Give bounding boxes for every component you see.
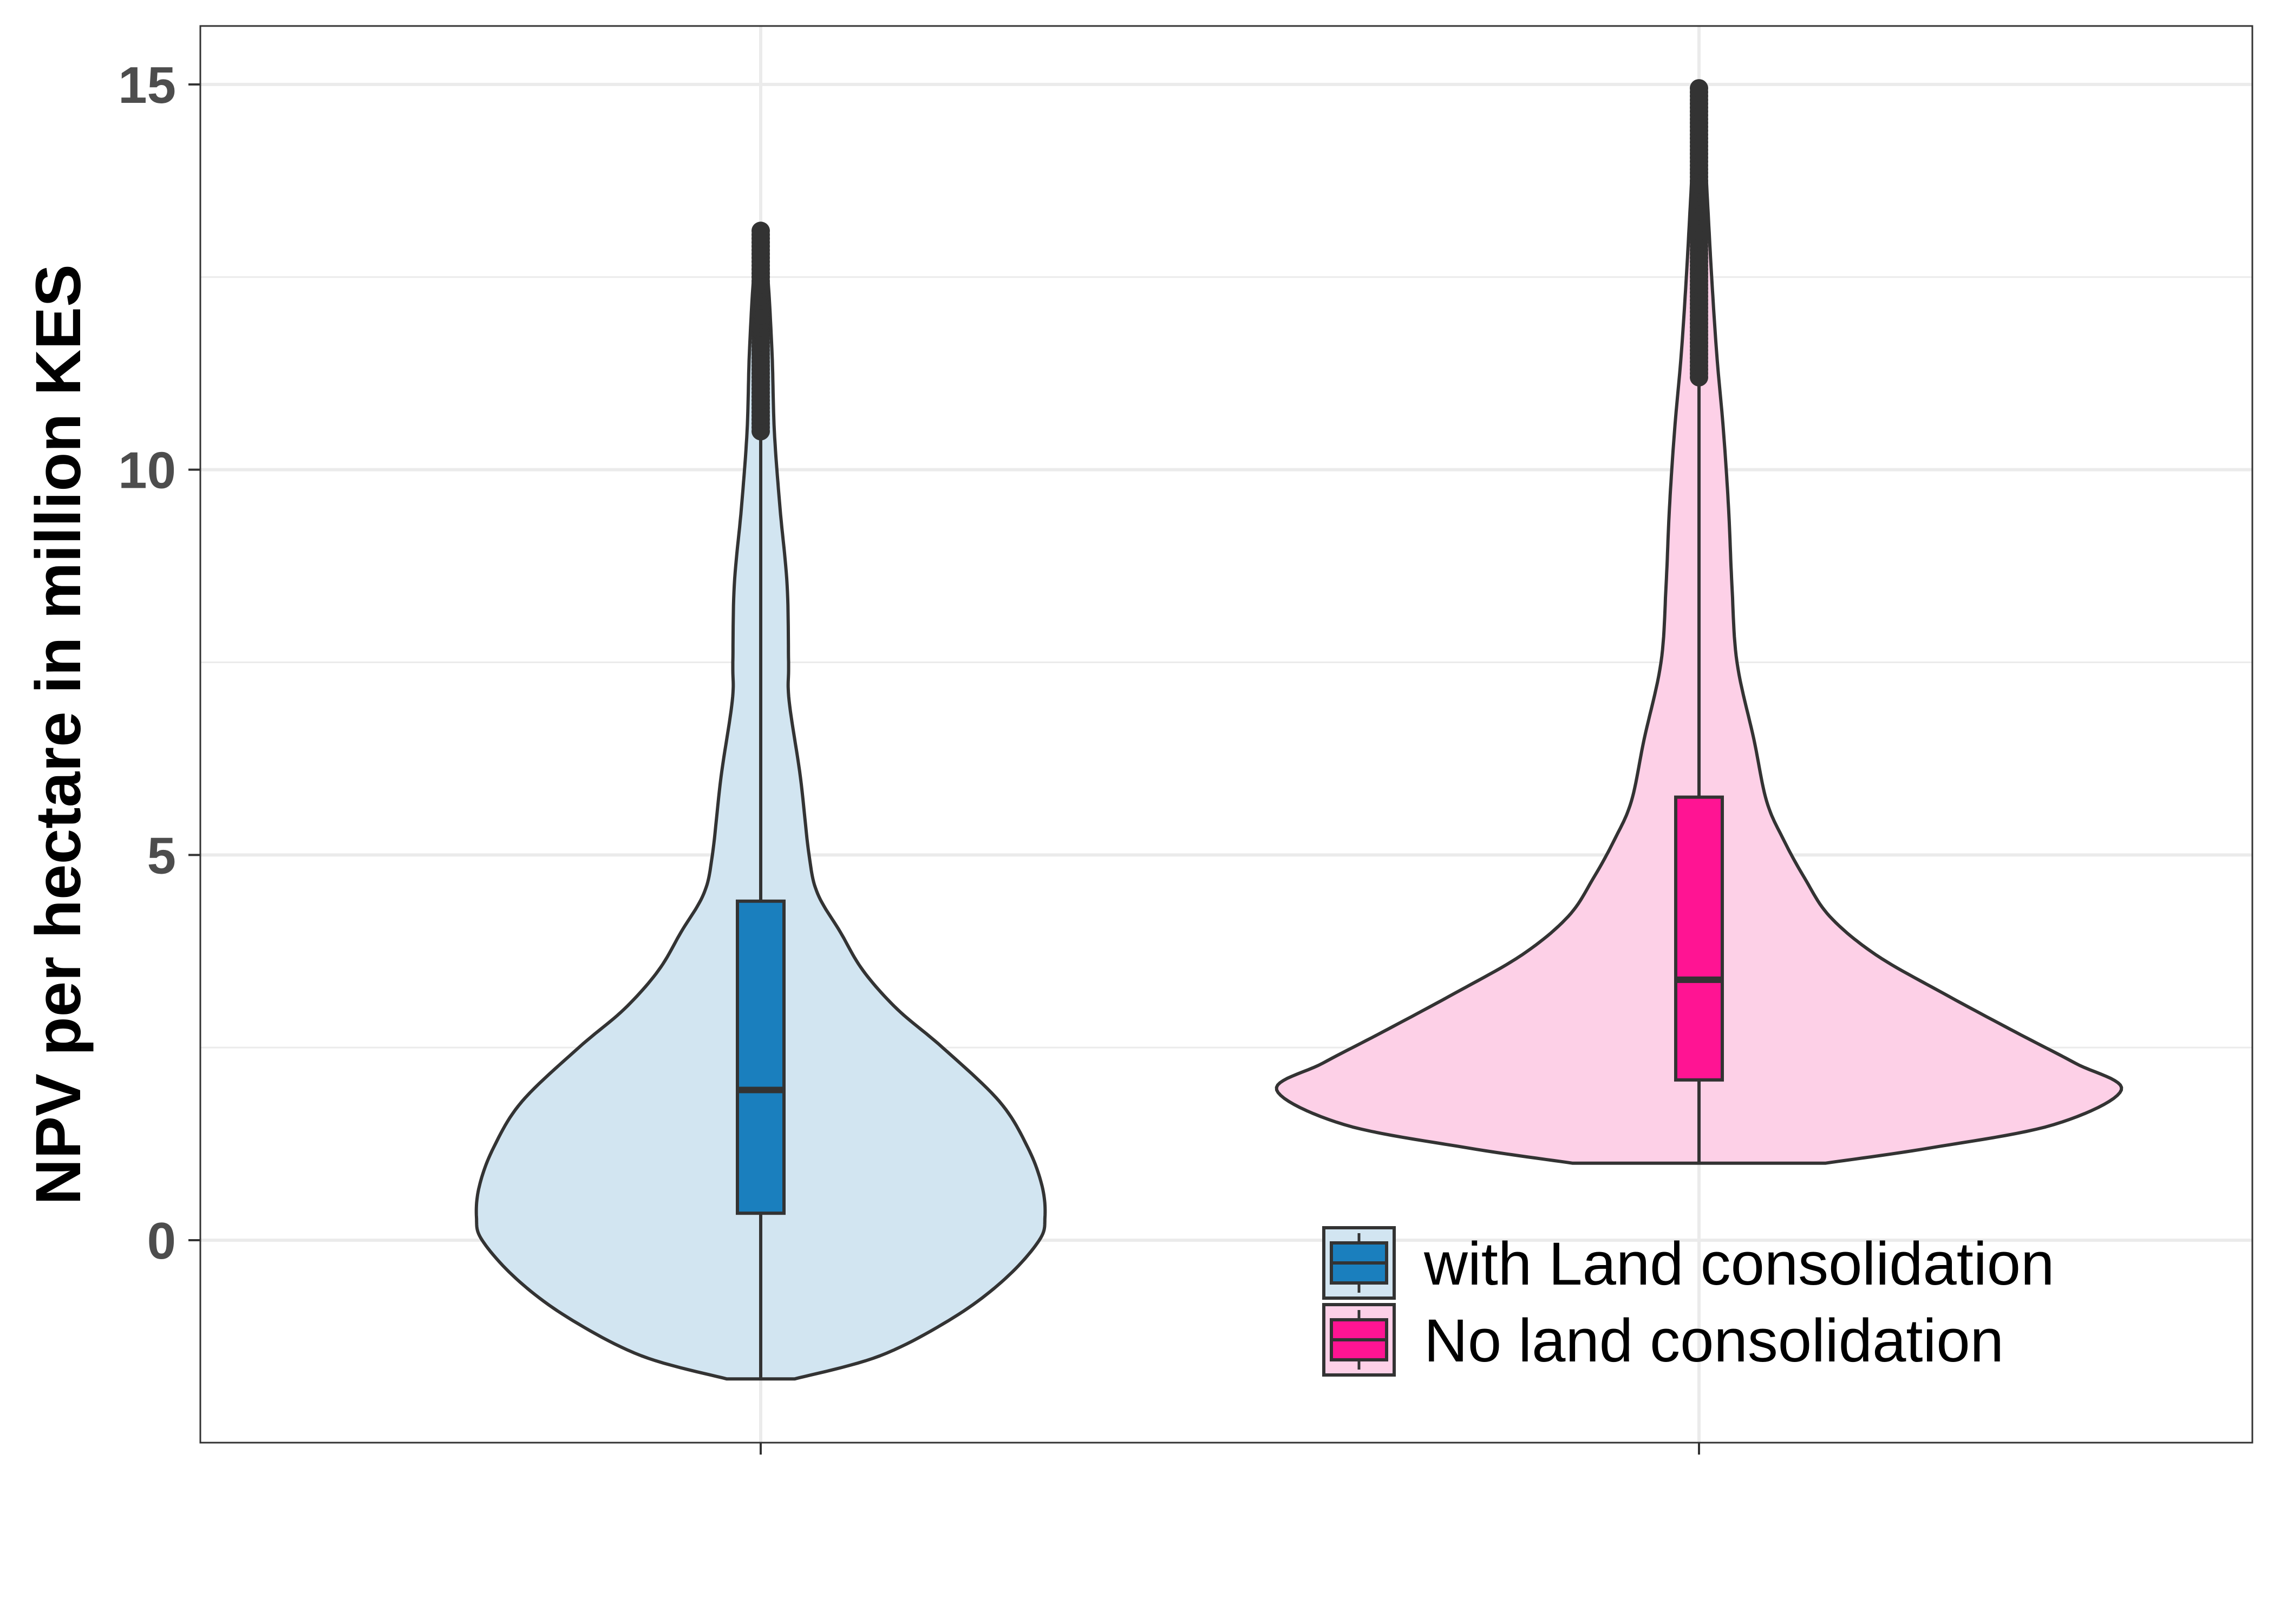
- y-tick-label: 15: [118, 56, 176, 114]
- outlier-points: [752, 221, 770, 441]
- legend-item: No land consolidation: [1322, 1303, 2004, 1377]
- box-iqr: [1674, 795, 1724, 1082]
- y-tick-label: 0: [147, 1212, 176, 1270]
- legend-item: with Land consolidation: [1322, 1226, 2054, 1300]
- y-tick-label: 10: [118, 442, 176, 500]
- y-axis-title: NPV per hectare in million KES: [23, 264, 94, 1205]
- outlier-point: [752, 221, 770, 240]
- violins: [474, 79, 2123, 1381]
- violin-group: [474, 221, 1047, 1381]
- legend: with Land consolidation No land consolida…: [1322, 1226, 2054, 1377]
- violin-group: [1275, 79, 2123, 1165]
- y-axis: 0 5 10 15: [118, 56, 1700, 1455]
- plot-panel-border: [199, 25, 2253, 1444]
- legend-label: with Land consolidation: [1423, 1230, 2054, 1298]
- legend-label: No land consolidation: [1424, 1307, 2004, 1374]
- box-iqr: [736, 899, 786, 1215]
- y-tick-label: 5: [147, 827, 176, 885]
- outlier-point: [1690, 79, 1708, 98]
- outlier-points: [1690, 79, 1708, 387]
